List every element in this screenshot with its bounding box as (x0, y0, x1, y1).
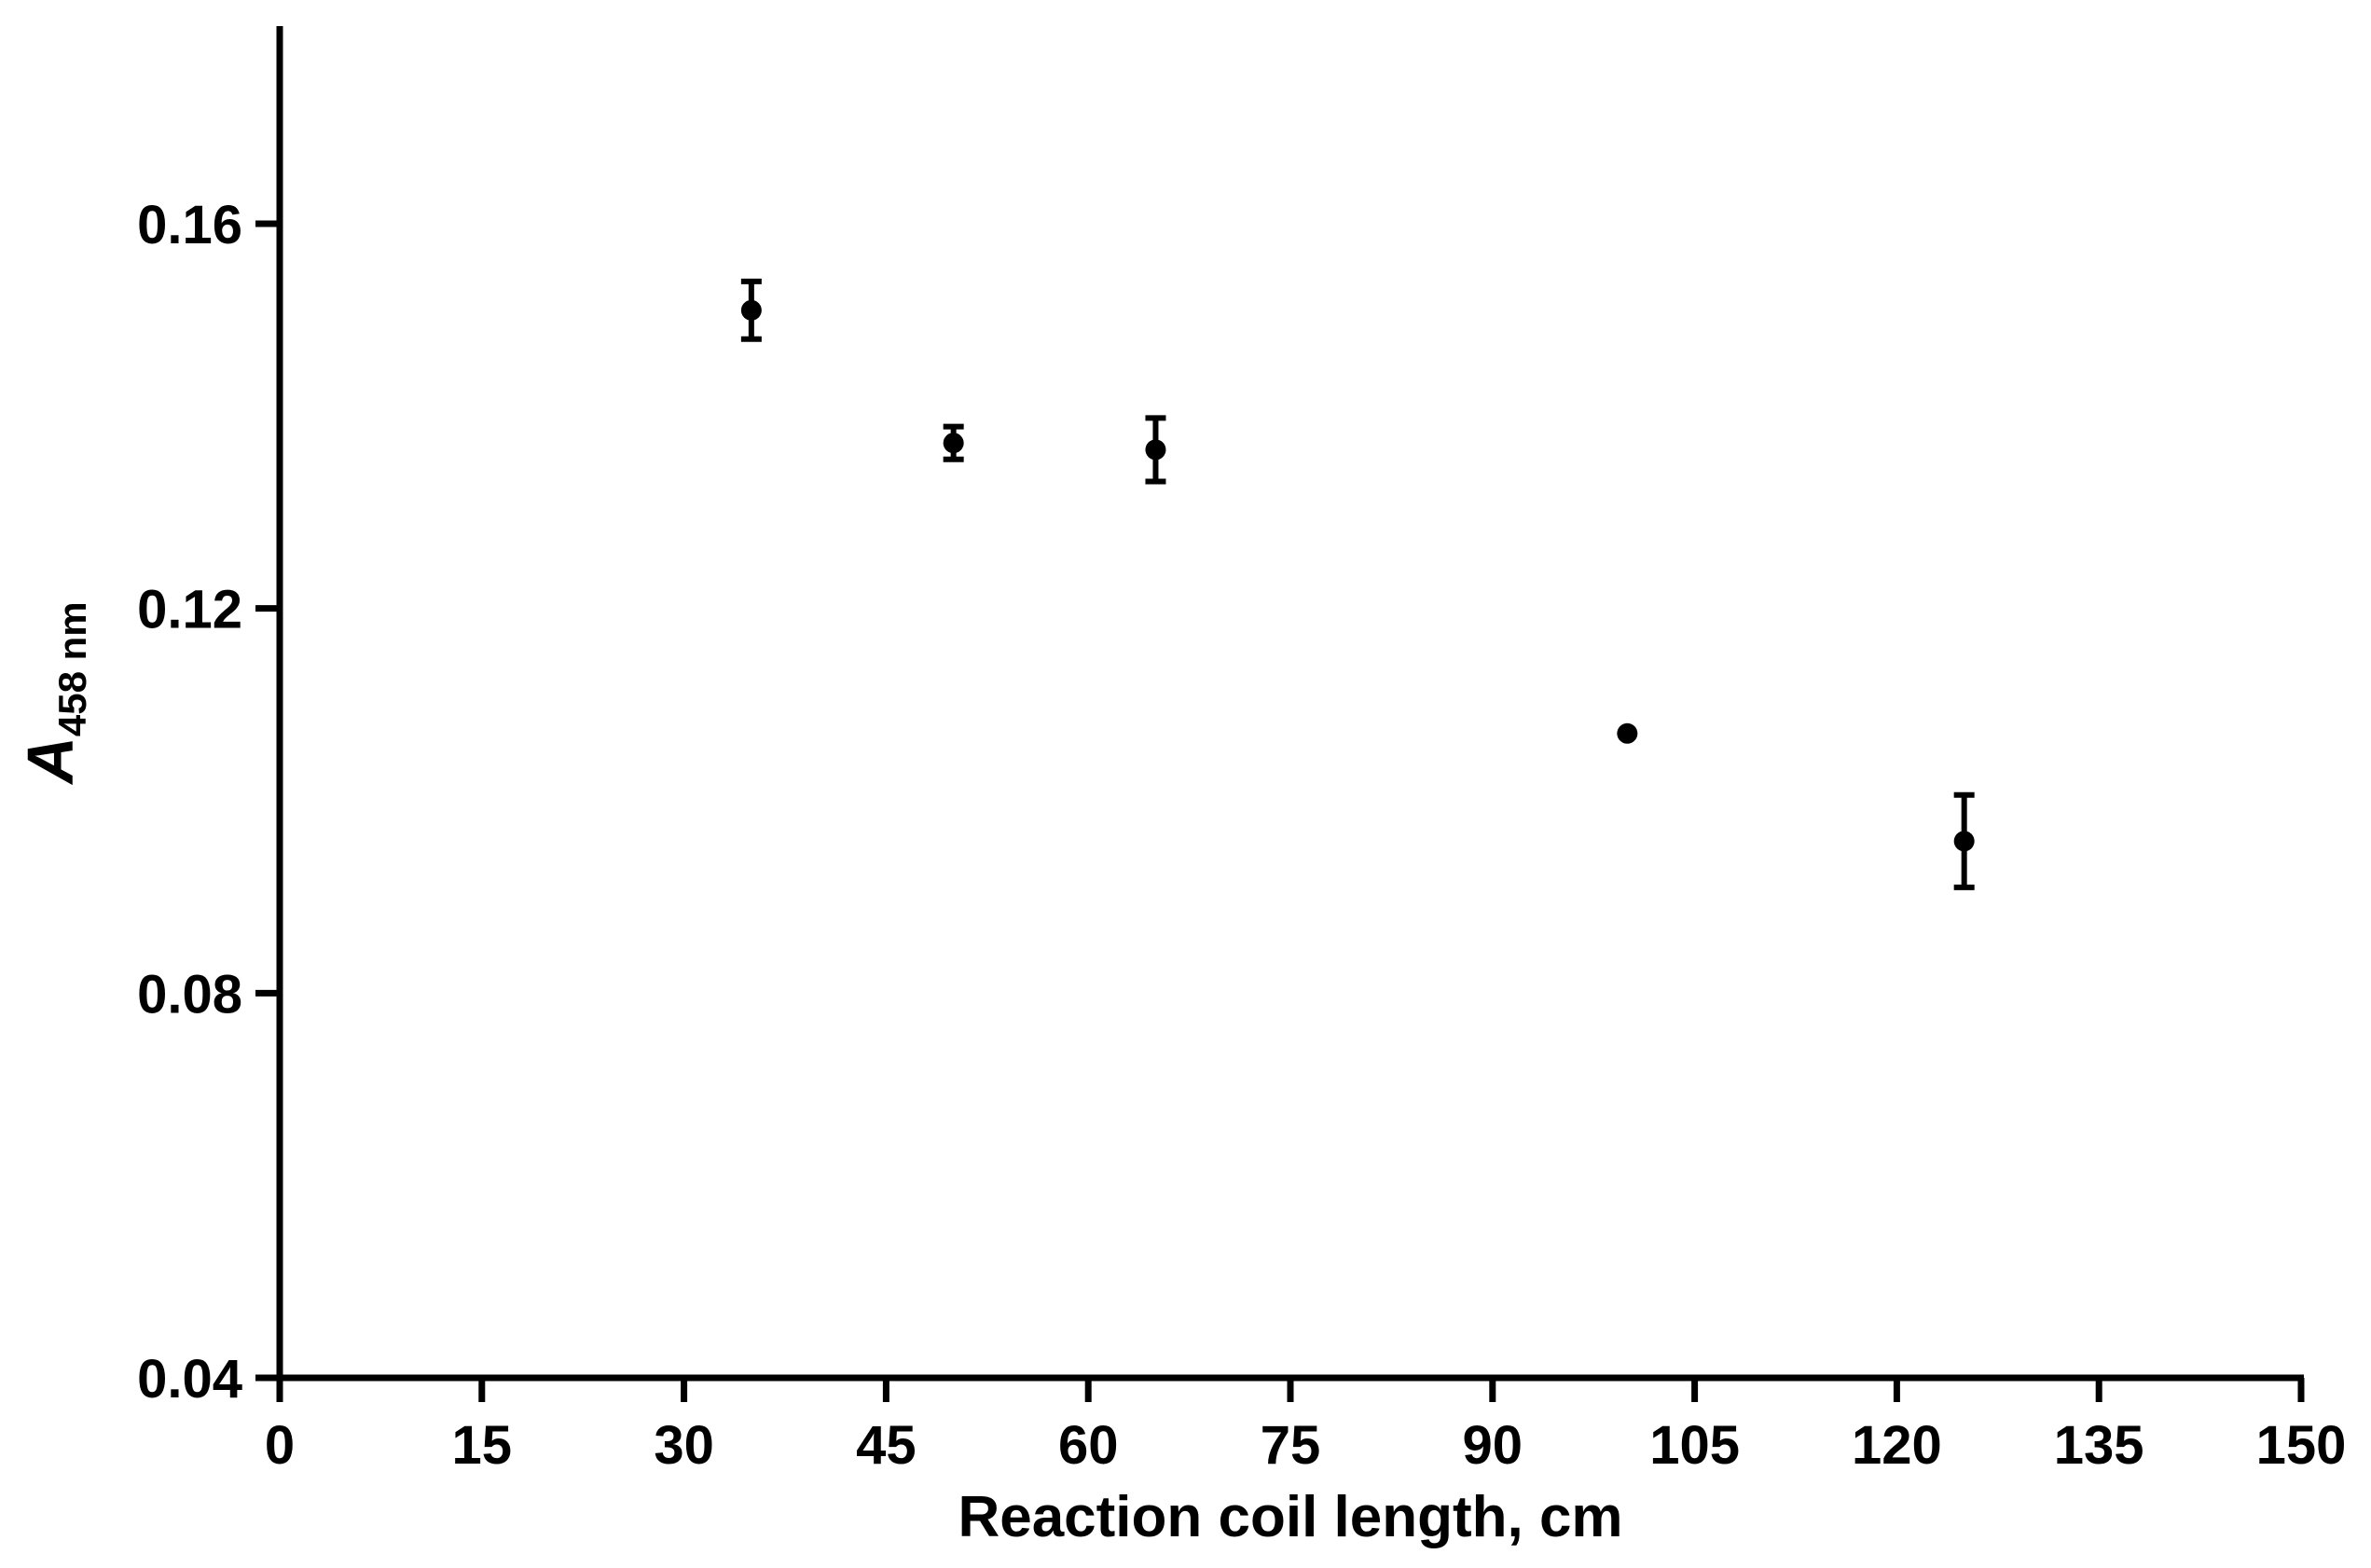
data-points (740, 278, 1975, 890)
y-axis-ticks: 0.04 0.08 0.12 0.16 (137, 195, 280, 1410)
data-point (943, 433, 964, 454)
x-tick-label: 30 (654, 1415, 714, 1476)
x-axis-title: Reaction coil length, cm (958, 1485, 1622, 1549)
data-point (740, 299, 762, 321)
x-tick-label: 135 (2054, 1415, 2144, 1476)
x-tick-label: 60 (1058, 1415, 1119, 1476)
y-tick-label: 0.12 (137, 580, 242, 640)
y-tick-label: 0.04 (137, 1349, 242, 1410)
data-point-group (740, 278, 762, 342)
data-point-group (1953, 791, 1975, 890)
x-tick-label: 0 (265, 1415, 295, 1476)
x-tick-label: 150 (2256, 1415, 2347, 1476)
data-point (1617, 722, 1638, 744)
x-tick-label: 90 (1463, 1415, 1523, 1476)
x-tick-label: 105 (1649, 1415, 1740, 1476)
x-tick-label: 15 (452, 1415, 513, 1476)
y-axis-title: A458 nm (14, 601, 94, 785)
data-point-group (1617, 722, 1638, 744)
y-tick-label: 0.16 (137, 195, 242, 255)
data-point (1145, 439, 1166, 461)
x-tick-label: 120 (1852, 1415, 1942, 1476)
y-axis-title-subscript: 458 nm (50, 601, 94, 736)
data-point-group (943, 423, 964, 462)
x-tick-label: 75 (1261, 1415, 1321, 1476)
y-tick-label: 0.08 (137, 964, 242, 1025)
data-point-group (1145, 415, 1166, 485)
x-tick-label: 45 (856, 1415, 917, 1476)
data-point (1953, 831, 1975, 852)
y-axis-title-main: A (14, 736, 87, 786)
x-axis-ticks: 0 15 30 45 60 75 90 105 120 135 150 (265, 1378, 2347, 1476)
